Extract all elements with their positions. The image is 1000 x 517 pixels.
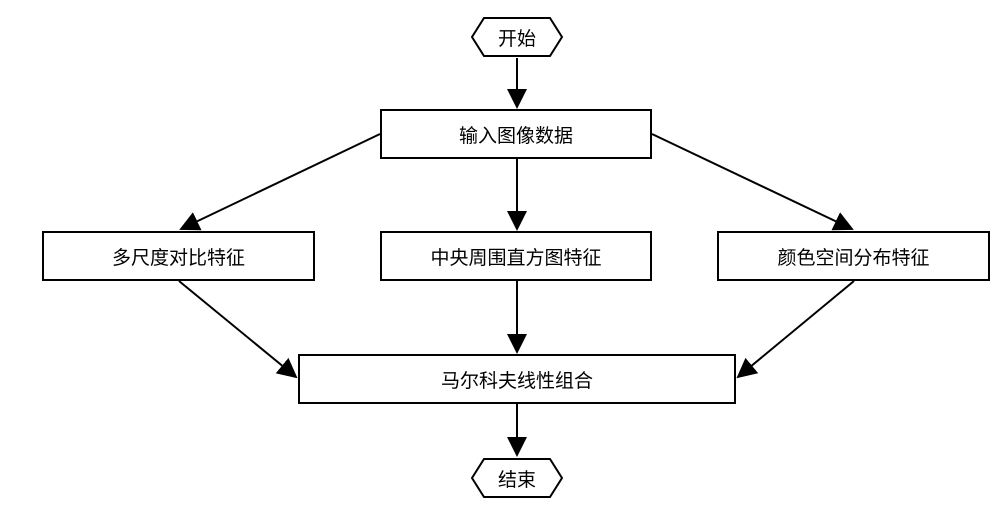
feature3-node: 颜色空间分布特征 [717,231,990,281]
feature2-label: 中央周围直方图特征 [430,243,601,270]
combine-node: 马尔科夫线性组合 [298,354,736,404]
edge-feature1-combine [179,281,296,377]
start-node: 开始 [470,16,564,58]
end-label: 结束 [498,465,536,492]
combine-label: 马尔科夫线性组合 [441,366,593,393]
end-node: 结束 [470,457,564,499]
feature1-node: 多尺度对比特征 [42,231,315,281]
input-node: 输入图像数据 [380,109,652,159]
edge-input-feature1 [181,134,380,229]
edge-feature3-combine [738,281,854,377]
start-label: 开始 [498,24,536,51]
edge-input-feature3 [652,134,852,229]
feature1-label: 多尺度对比特征 [112,243,245,270]
input-label: 输入图像数据 [459,121,573,148]
feature3-label: 颜色空间分布特征 [777,243,929,270]
feature2-node: 中央周围直方图特征 [380,231,652,281]
